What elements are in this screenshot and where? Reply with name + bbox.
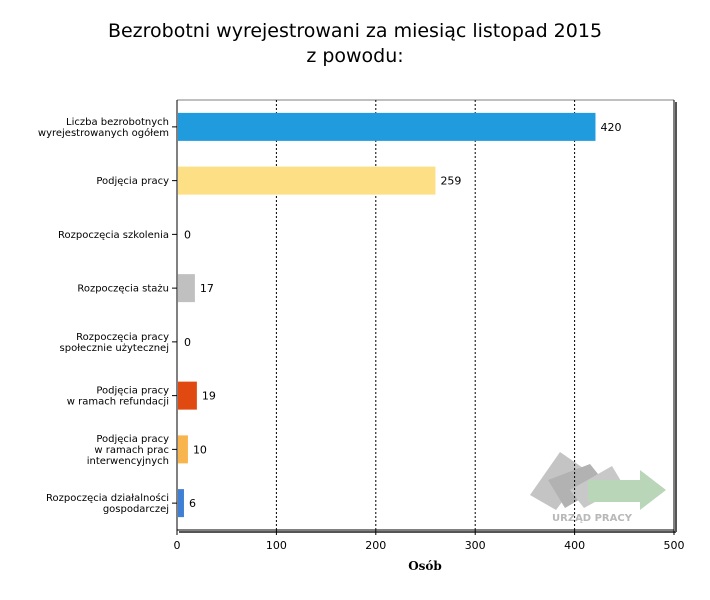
category-label: Rozpoczęcia działalności <box>46 492 169 504</box>
value-label: 10 <box>193 443 207 456</box>
category-label: Podjęcia pracy <box>96 434 169 445</box>
category-label: Rozpoczęcia szkolenia <box>58 230 169 241</box>
category-label: gospodarczej <box>103 504 169 515</box>
x-tick-label: 200 <box>365 539 386 552</box>
category-label: Podjęcia pracy <box>96 386 169 397</box>
watermark-text: URZĄD PRACY <box>552 513 633 524</box>
value-label: 19 <box>202 390 216 403</box>
bar <box>178 489 184 518</box>
category-label: społecznie użytecznej <box>60 343 169 354</box>
category-label: Rozpoczęcia stażu <box>77 284 169 295</box>
category-label: w ramach prac <box>94 445 169 456</box>
category-label: Podjęcia pracy <box>96 176 169 187</box>
value-label: 259 <box>440 175 461 188</box>
watermark-logo: URZĄD PRACY <box>530 452 666 524</box>
value-label: 0 <box>184 336 191 349</box>
value-label: 420 <box>600 121 621 134</box>
bar <box>178 274 195 303</box>
x-tick-label: 500 <box>664 539 685 552</box>
value-label: 17 <box>200 282 214 295</box>
arrow-logo-icon <box>530 452 666 510</box>
bar <box>178 381 197 410</box>
category-label: interwencyjnych <box>87 456 169 467</box>
category-label: Rozpoczęcia pracy <box>76 332 169 343</box>
bar <box>178 112 596 141</box>
x-axis-label: Osób <box>408 559 442 573</box>
bar <box>178 435 188 464</box>
chart-title: Bezrobotni wyrejestrowani za miesiąc lis… <box>107 20 603 42</box>
x-tick-label: 300 <box>465 539 486 552</box>
x-tick-label: 100 <box>266 539 287 552</box>
bar <box>178 166 436 195</box>
x-tick-label: 0 <box>174 539 181 552</box>
chart-subtitle: z powodu: <box>306 45 404 67</box>
value-label: 6 <box>189 497 196 510</box>
category-label: w ramach refundacji <box>67 397 169 408</box>
category-label: Liczba bezrobotnych <box>66 117 169 128</box>
x-tick-label: 400 <box>564 539 585 552</box>
category-label: wyrejestrowanych ogółem <box>38 127 169 139</box>
value-label: 0 <box>184 228 191 241</box>
